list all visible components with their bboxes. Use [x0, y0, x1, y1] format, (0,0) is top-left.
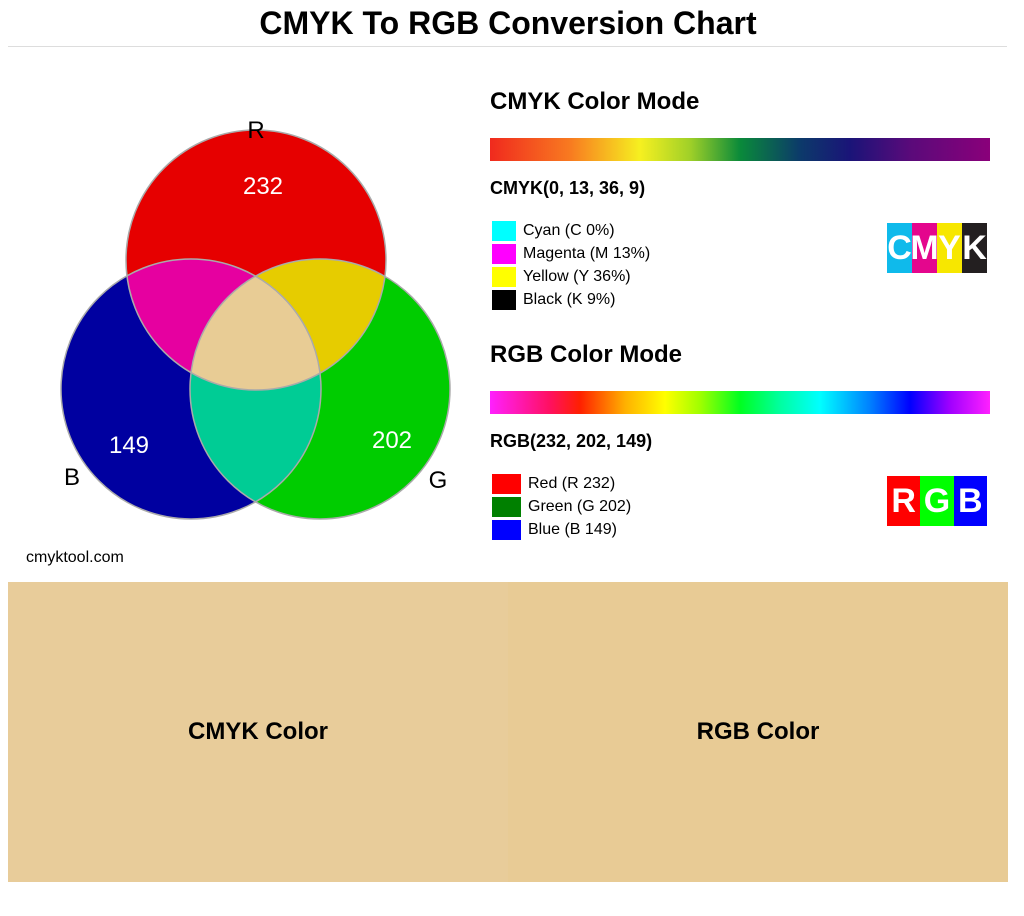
cyan-swatch [492, 220, 516, 241]
logo-letter-b: B [953, 476, 987, 526]
blue-label: B [64, 464, 80, 491]
cmyk-color-swatch: CMYK Color [8, 582, 508, 882]
red-swatch [492, 473, 521, 494]
logo-letter-g: G [920, 476, 954, 526]
legend-label: Blue (B 149) [528, 520, 617, 538]
rgb-venn-diagram: R G B 232 202 149 [60, 117, 451, 520]
legend-label: Cyan (C 0%) [523, 221, 615, 239]
page-title: CMYK To RGB Conversion Chart [259, 5, 757, 41]
green-swatch [492, 496, 521, 517]
red-label: R [247, 117, 264, 144]
logo-letter-m: M [910, 223, 939, 273]
magenta-swatch [492, 243, 516, 264]
legend-label: Green (G 202) [528, 497, 632, 515]
green-label: G [429, 467, 448, 494]
legend-item-yellow: Yellow (Y 36%) [492, 265, 650, 288]
rgb-section-title: RGB Color Mode [490, 341, 682, 368]
legend-label: Yellow (Y 36%) [523, 267, 631, 285]
cmyk-legend: Cyan (C 0%) Magenta (M 13%) Yellow (Y 36… [492, 219, 650, 311]
rgb-value-text: RGB(232, 202, 149) [490, 431, 653, 451]
rgb-logo: R G B [887, 476, 987, 526]
rgb-gradient-bar [490, 391, 990, 414]
cmyk-section-title: CMYK Color Mode [490, 88, 700, 115]
legend-item-cyan: Cyan (C 0%) [492, 219, 650, 242]
black-swatch [492, 289, 516, 310]
legend-item-black: Black (K 9%) [492, 288, 650, 311]
rgb-swatch-label: RGB Color [696, 718, 820, 745]
logo-letter-y: Y [937, 223, 962, 273]
cmyk-value-text: CMYK(0, 13, 36, 9) [490, 178, 646, 198]
cmyk-gradient-bar [490, 138, 990, 161]
red-value: 232 [243, 173, 283, 200]
site-credit: cmyktool.com [26, 549, 124, 566]
cmyk-logo: C M Y K [887, 223, 987, 273]
legend-item-magenta: Magenta (M 13%) [492, 242, 650, 265]
logo-letter-r: R [887, 476, 921, 526]
green-value: 202 [372, 427, 412, 454]
legend-item-green: Green (G 202) [492, 495, 631, 518]
legend-item-red: Red (R 232) [492, 472, 631, 495]
rgb-color-swatch: RGB Color [508, 582, 1008, 882]
legend-label: Red (R 232) [528, 474, 616, 492]
logo-letter-k: K [962, 223, 987, 273]
legend-label: Magenta (M 13%) [523, 244, 651, 262]
legend-label: Black (K 9%) [523, 290, 616, 308]
cmyk-swatch-label: CMYK Color [188, 718, 328, 745]
logo-letter-c: C [887, 223, 912, 273]
legend-item-blue: Blue (B 149) [492, 518, 631, 541]
title-divider [8, 46, 1007, 47]
blue-value: 149 [109, 432, 149, 459]
rgb-legend: Red (R 232) Green (G 202) Blue (B 149) [492, 472, 631, 541]
yellow-swatch [492, 266, 516, 287]
blue-swatch [492, 519, 521, 540]
